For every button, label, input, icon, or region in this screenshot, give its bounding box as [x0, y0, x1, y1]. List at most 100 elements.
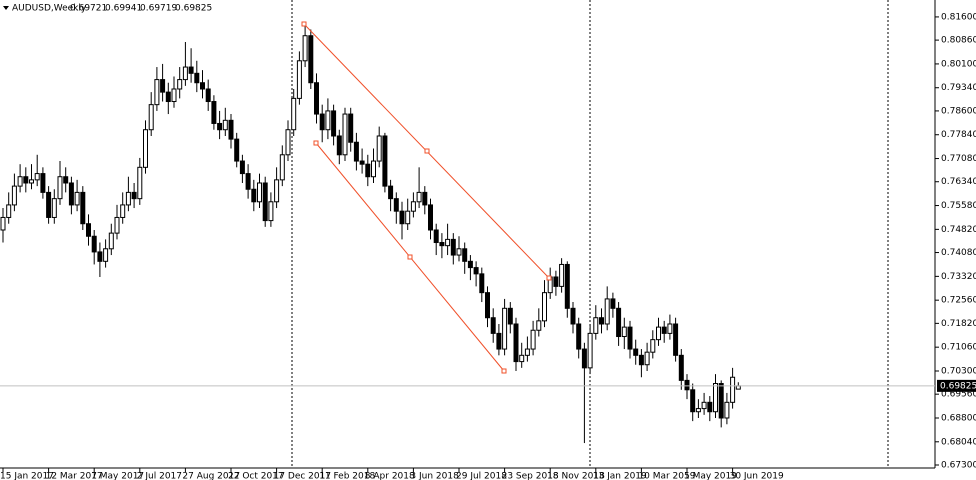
channel-handle — [501, 368, 507, 374]
candle-body — [701, 401, 707, 410]
candle-body — [650, 339, 656, 353]
candle-body — [234, 138, 240, 162]
candle-body — [245, 173, 251, 190]
candle-body — [713, 383, 718, 413]
y-tick-label: 0.70300 — [941, 366, 976, 376]
candle-body — [11, 185, 17, 206]
candle-body — [553, 276, 559, 287]
candle-body — [57, 176, 63, 200]
y-tick-label: 0.72560 — [941, 296, 976, 306]
candle-body — [524, 348, 530, 356]
y-tick-label: 0.81600 — [941, 12, 976, 22]
candle-body — [490, 317, 496, 334]
candle-body — [479, 273, 485, 294]
candle-body — [291, 97, 297, 131]
x-tick-label: 30 Jun 2019 — [730, 472, 784, 480]
candle-body — [80, 191, 86, 225]
candle-body — [473, 267, 479, 275]
candle-body — [188, 66, 194, 74]
y-tick-label: 0.69560 — [941, 390, 976, 400]
candle-body — [182, 66, 188, 81]
candle-body — [371, 160, 376, 178]
candle-body — [638, 354, 644, 366]
x-tick-label: 13 Jan 2019 — [593, 472, 647, 480]
candle-body — [599, 317, 604, 325]
x-tick-label: 5 May 2019 — [684, 472, 737, 480]
y-tick-label: 0.74820 — [941, 225, 976, 235]
candle-body — [507, 307, 513, 325]
candle-body — [0, 216, 6, 231]
menu-arrow[interactable] — [3, 6, 9, 10]
candle-body — [433, 229, 439, 244]
x-tick-label: 23 Sep 2018 — [502, 472, 559, 480]
candle-body — [382, 135, 388, 187]
candle-body — [319, 113, 325, 131]
candle-body — [217, 122, 223, 131]
candle-body — [536, 320, 542, 331]
candle-body — [23, 176, 29, 184]
candle-body — [108, 232, 114, 250]
candle-body — [485, 292, 490, 319]
x-tick-label: 10 Mar 2019 — [638, 472, 695, 480]
candle-body — [559, 263, 565, 287]
candle-body — [530, 329, 536, 350]
candle-body — [644, 351, 650, 366]
candle-body — [228, 119, 234, 140]
x-tick-label: 12 Mar 2017 — [46, 472, 103, 480]
candle-body — [359, 160, 365, 165]
candle-body — [336, 135, 342, 156]
candle-body — [125, 191, 131, 206]
candle-body — [97, 251, 103, 262]
y-tick-label: 0.77840 — [941, 130, 976, 140]
candle-body — [581, 348, 587, 369]
candle-body — [222, 119, 228, 131]
candle-body — [695, 408, 701, 413]
y-tick-label: 0.80100 — [941, 59, 976, 69]
candle-body — [570, 307, 576, 325]
candle-body — [86, 223, 91, 237]
close-value: 0.69825 — [175, 4, 212, 14]
candle-body — [154, 79, 160, 106]
candle-body — [46, 191, 52, 218]
candle-body — [502, 307, 508, 350]
candle-body — [661, 326, 667, 334]
y-tick-label: 0.74080 — [941, 248, 976, 258]
x-tick-label: 29 Jul 2018 — [456, 472, 507, 480]
candle-body — [143, 129, 148, 168]
candle-body — [673, 323, 679, 356]
candle-body — [160, 79, 166, 93]
candle-body — [257, 182, 262, 203]
candle-body — [279, 154, 285, 181]
candle-body — [74, 191, 80, 206]
y-tick-label: 0.68040 — [941, 437, 976, 447]
x-tick-label: 3 Jun 2018 — [410, 472, 459, 480]
candle-body — [724, 401, 730, 419]
candle-body — [268, 201, 274, 222]
candle-body — [205, 88, 211, 103]
candle-body — [120, 204, 126, 218]
candle-body — [239, 160, 245, 175]
y-tick-label: 0.73320 — [941, 272, 976, 282]
candle-body — [314, 82, 319, 115]
candle-body — [542, 292, 547, 322]
candle-body — [211, 101, 217, 124]
low-value: 0.69719 — [140, 4, 177, 14]
channel-drawing — [301, 21, 552, 374]
candle-body — [137, 166, 143, 200]
candle-body — [416, 191, 422, 203]
candle-body — [103, 248, 109, 262]
y-tick-label: 0.80860 — [941, 36, 976, 46]
candle-body — [627, 326, 633, 350]
candle-body — [462, 248, 468, 262]
candle-body — [678, 354, 684, 381]
candle-body — [51, 198, 57, 218]
candle-body — [633, 348, 639, 356]
channel-handle — [313, 140, 319, 146]
symbol: AUDUSD,Weekly — [12, 4, 87, 14]
candle-body — [564, 263, 570, 309]
candle-body — [610, 298, 616, 309]
candle-body — [410, 201, 416, 212]
current-price-box — [937, 379, 976, 392]
candle-body — [63, 176, 69, 184]
